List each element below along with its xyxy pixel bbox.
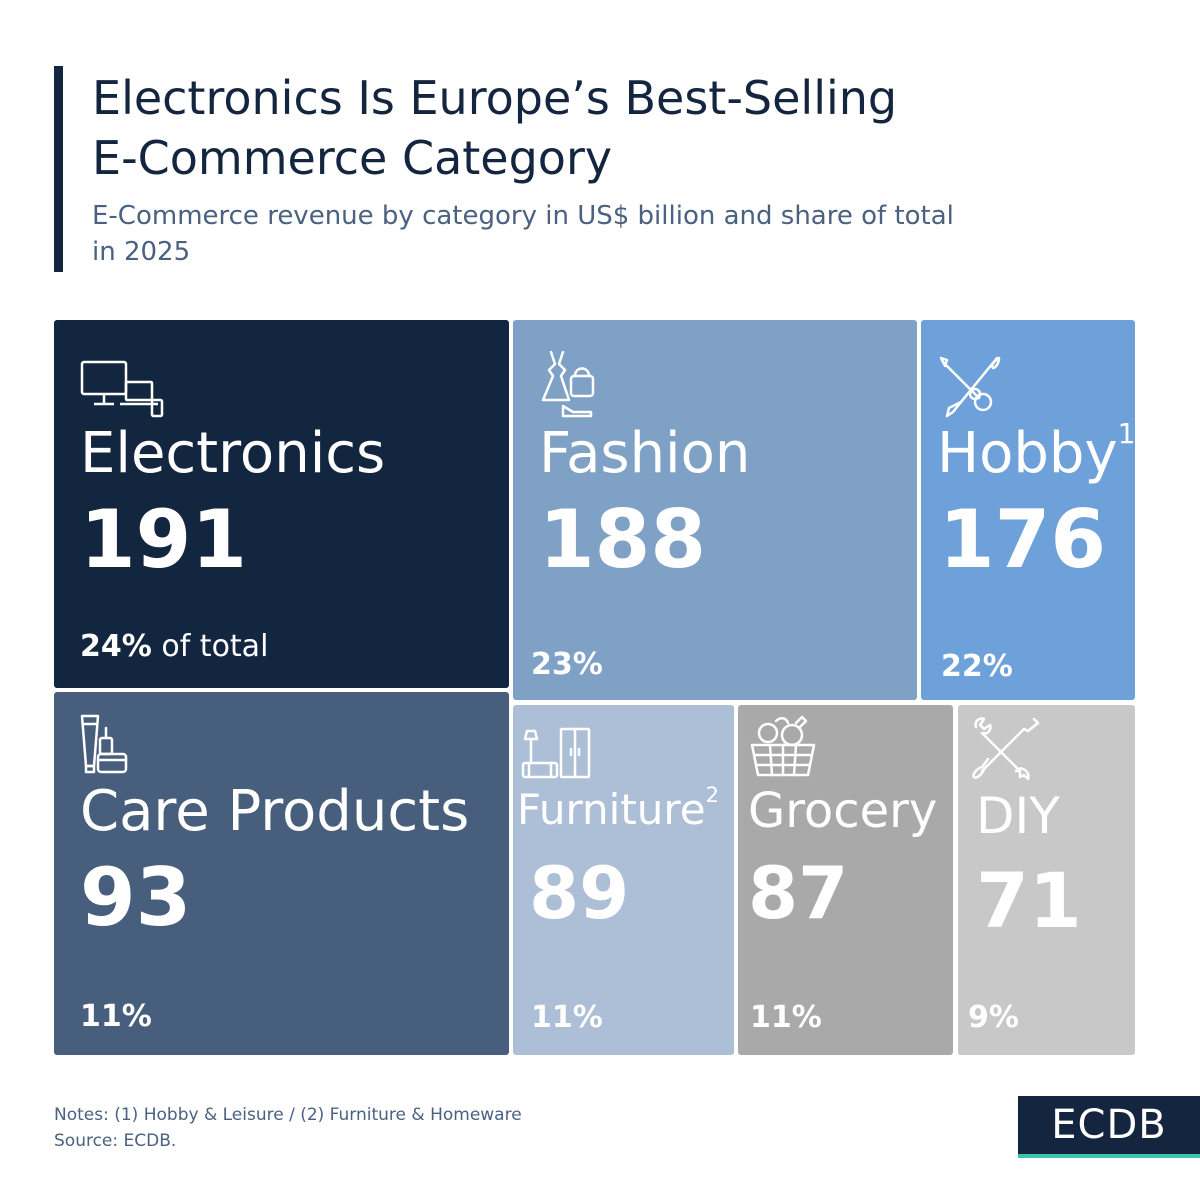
title-accent-bar [54, 66, 63, 272]
tile-grocery-name: Grocery [748, 787, 937, 835]
tile-hobby-share-percent: 22% [941, 649, 1013, 684]
tile-grocery-label: Grocery [748, 783, 938, 839]
basket-icon [750, 715, 816, 779]
tile-electronics-share-suffix: of total [151, 629, 269, 664]
tile-furniture-footnote: 2 [705, 782, 719, 807]
tile-diy: DIY 71 9% [958, 705, 1135, 1055]
chart-subtitle-line-2: in 2025 [92, 237, 191, 267]
chart-subtitle-line-1: E-Commerce revenue by category in US$ bi… [92, 201, 954, 231]
tile-hobby: Hobby1 176 22% [921, 320, 1135, 700]
notes: Notes: (1) Hobby & Leisure / (2) Furnitu… [54, 1102, 522, 1154]
tile-furniture-label: Furniture [517, 785, 706, 834]
chart-title: Electronics Is Europe’s Best-Selling E-C… [92, 68, 1152, 188]
tile-grocery-share-percent: 11% [750, 1000, 822, 1035]
tile-fashion-name: Fashion [539, 426, 750, 482]
tile-care-products: Care Products 93 11% [54, 692, 509, 1055]
tile-diy-label: DIY [976, 787, 1060, 845]
tile-grocery-value: 87 [748, 851, 849, 935]
source-line: Source: ECDB. [54, 1131, 177, 1151]
tile-grocery: Grocery 87 11% [738, 705, 953, 1055]
tile-electronics: Electronics 191 24% of total [54, 320, 509, 688]
tile-diy-share-percent: 9% [968, 1000, 1019, 1035]
tile-diy-share: 9% [968, 1003, 1019, 1033]
chart-title-line-2: E-Commerce Category [92, 131, 613, 185]
tile-diy-name: DIY [976, 791, 1060, 841]
tile-care-products-value: 93 [80, 851, 192, 944]
tile-hobby-value: 176 [939, 493, 1106, 586]
tile-furniture-name: Furniture2 [517, 784, 719, 831]
tile-hobby-label: Hobby [937, 421, 1118, 486]
tile-electronics-name: Electronics [80, 426, 385, 482]
furniture-icon [521, 727, 593, 781]
tile-fashion-value: 188 [539, 493, 706, 586]
tile-diy-value: 71 [976, 856, 1082, 945]
tile-care-products-share: 11% [80, 1002, 152, 1032]
tools-icon [972, 717, 1040, 781]
tile-electronics-share: 24% of total [80, 632, 268, 662]
tile-electronics-label: Electronics [80, 421, 386, 486]
devices-icon [80, 360, 166, 418]
tile-care-products-label: Care Products [80, 779, 470, 844]
chart-subtitle: E-Commerce revenue by category in US$ bi… [92, 198, 1072, 270]
chart-title-line-1: Electronics Is Europe’s Best-Selling [92, 71, 898, 125]
guitar-brush-icon [939, 356, 1003, 418]
tile-electronics-share-percent: 24% [80, 629, 152, 664]
dress-handbag-icon [539, 350, 603, 418]
tile-care-products-name: Care Products [80, 784, 469, 840]
tile-grocery-share: 11% [750, 1003, 822, 1033]
tile-care-products-share-percent: 11% [80, 999, 152, 1034]
tile-hobby-name: Hobby1 [937, 420, 1135, 482]
notes-line: Notes: (1) Hobby & Leisure / (2) Furnitu… [54, 1105, 522, 1125]
tile-fashion-share: 23% [531, 650, 603, 680]
tile-electronics-value: 191 [80, 493, 247, 586]
tile-fashion-share-percent: 23% [531, 647, 603, 682]
ecdb-logo: ECDB [1018, 1096, 1200, 1158]
tile-furniture-share: 11% [531, 1003, 603, 1033]
tile-hobby-footnote: 1 [1117, 417, 1135, 451]
cosmetics-icon [80, 714, 130, 776]
tile-fashion: Fashion 188 23% [513, 320, 917, 700]
tile-fashion-label: Fashion [539, 421, 751, 486]
tile-furniture-value: 89 [529, 851, 630, 935]
tile-furniture: Furniture2 89 11% [513, 705, 734, 1055]
tile-hobby-share: 22% [941, 652, 1013, 682]
tile-furniture-share-percent: 11% [531, 1000, 603, 1035]
